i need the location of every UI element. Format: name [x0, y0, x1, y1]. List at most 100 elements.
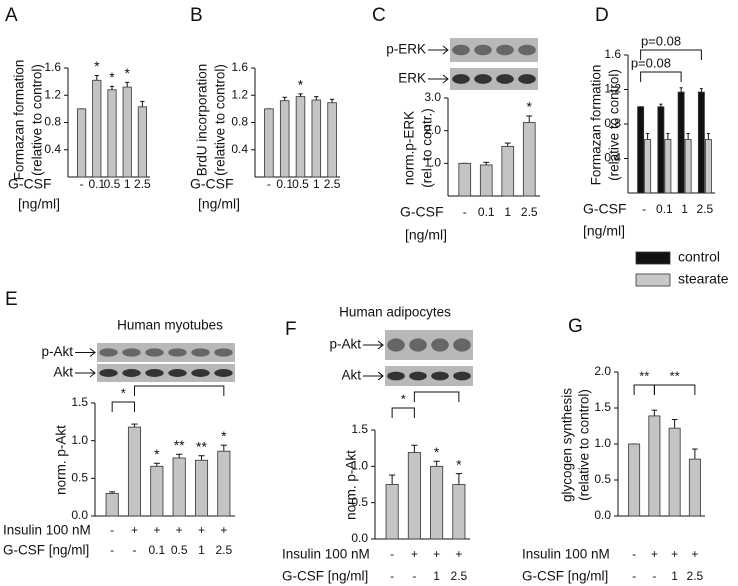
significance-label: *	[124, 65, 130, 81]
blot-band	[99, 348, 118, 357]
row-value: 2.5	[687, 569, 704, 583]
row-value: +	[198, 523, 205, 537]
blot-band	[496, 44, 514, 56]
bar	[522, 122, 536, 197]
bracket-label: *	[121, 385, 126, 400]
significance-label: *	[527, 99, 533, 115]
row-label: G-CSF [ng/ml]	[522, 569, 608, 584]
x-tick-label: 2.5	[521, 205, 538, 219]
bar	[637, 106, 645, 194]
x-axis-label: G-CSF	[583, 201, 627, 217]
panel-letter: C	[372, 5, 386, 26]
row-value: 1	[198, 543, 205, 557]
bar	[194, 459, 209, 517]
bracket-label: *	[401, 391, 406, 406]
blot-arrow	[363, 371, 384, 381]
significance-label: *	[434, 444, 440, 460]
row-value: +	[455, 547, 462, 561]
x-tick-label: 1	[124, 177, 131, 191]
y-tick-label: 0.0	[594, 508, 611, 522]
row-value: -	[632, 569, 636, 583]
blot-arrow	[75, 348, 96, 357]
x-tick-label: 0.1	[88, 177, 105, 191]
panel-letter: D	[595, 5, 609, 26]
row-label: Insulin 100 nM	[3, 523, 91, 538]
bar	[127, 426, 142, 517]
y-axis-label: Formazan formation	[589, 65, 604, 186]
blot-band	[387, 338, 405, 352]
blot-label: Akt	[341, 368, 361, 383]
y-tick-label: 0.4	[231, 142, 248, 156]
bar	[677, 91, 685, 194]
y-tick-label: 1.0	[424, 156, 441, 170]
bar	[105, 492, 119, 517]
blot	[385, 366, 473, 386]
bar	[264, 108, 274, 178]
row-value: +	[220, 523, 227, 537]
bar	[684, 139, 692, 194]
bracket-label: p=0.08	[641, 33, 681, 48]
blot-band	[214, 369, 233, 377]
y-tick-label: 1.2	[44, 87, 61, 101]
x-tick-label: 2.5	[697, 202, 714, 216]
blot-band	[191, 348, 210, 357]
significance-label: **	[174, 437, 185, 453]
y-tick-label: 1.6	[604, 47, 621, 61]
x-tick-label: 0.1	[478, 205, 495, 219]
x-tick-label: -	[80, 177, 84, 191]
row-value: -	[412, 569, 416, 583]
y-axis-label: (rel. to contr.)	[420, 108, 435, 188]
x-tick-label: 2.5	[134, 177, 151, 191]
bar	[77, 108, 87, 178]
significance-label: *	[94, 58, 100, 74]
x-axis-label: G-CSF	[190, 176, 234, 192]
x-tick-label: 0.1	[656, 202, 673, 216]
y-tick-label: 0.8	[231, 115, 248, 129]
blot-band	[453, 371, 471, 381]
bar	[107, 89, 117, 178]
y-tick-label: 0.4	[604, 151, 621, 165]
y-axis-label: (relative to control)	[607, 69, 622, 181]
bar	[92, 79, 102, 178]
row-value: 1	[433, 569, 440, 583]
row-value: 0.5	[171, 543, 188, 557]
row-value: +	[153, 523, 160, 537]
blot-label: p-ERK	[386, 42, 426, 57]
x-axis-label: [ng/ml]	[198, 196, 240, 212]
bracket-label: **	[670, 368, 680, 383]
bar	[217, 450, 231, 517]
bar	[327, 102, 337, 178]
bar	[688, 458, 701, 517]
y-axis-label: BrdU incorporation	[195, 64, 210, 177]
blot-band	[518, 74, 536, 84]
blot-label: Akt	[53, 365, 73, 380]
x-tick-label: 1	[313, 177, 320, 191]
row-value: 0.1	[148, 543, 165, 557]
y-axis-label: norm. p-Akt	[344, 450, 359, 520]
x-axis-label: [ng/ml]	[405, 227, 447, 243]
x-tick-label: 1	[681, 202, 688, 216]
significance-label: *	[456, 456, 462, 472]
legend-label: stearate	[678, 271, 729, 287]
significance-label: *	[221, 428, 227, 444]
legend-swatch	[635, 251, 671, 265]
significance-label: *	[154, 446, 160, 462]
blot-band	[518, 44, 536, 56]
y-tick-label: 3.0	[424, 90, 441, 104]
bar	[479, 164, 493, 197]
y-tick-label: 0.5	[71, 471, 88, 485]
x-axis-label: [ng/ml]	[583, 223, 625, 239]
row-value: 2.5	[451, 569, 468, 583]
panel-letter: A	[5, 5, 18, 26]
blot-label: p-Akt	[41, 344, 73, 359]
x-tick-label: 2.5	[324, 177, 341, 191]
row-value: -	[133, 543, 137, 557]
bar	[122, 86, 132, 178]
row-value: -	[632, 547, 636, 561]
y-tick-label: 0.4	[44, 142, 61, 156]
blot-band	[122, 348, 141, 357]
y-tick-label: 1.0	[594, 436, 611, 450]
panel-title: Human adipocytes	[339, 305, 451, 320]
bar	[697, 91, 705, 194]
row-label: Insulin 100 nM	[282, 547, 370, 562]
